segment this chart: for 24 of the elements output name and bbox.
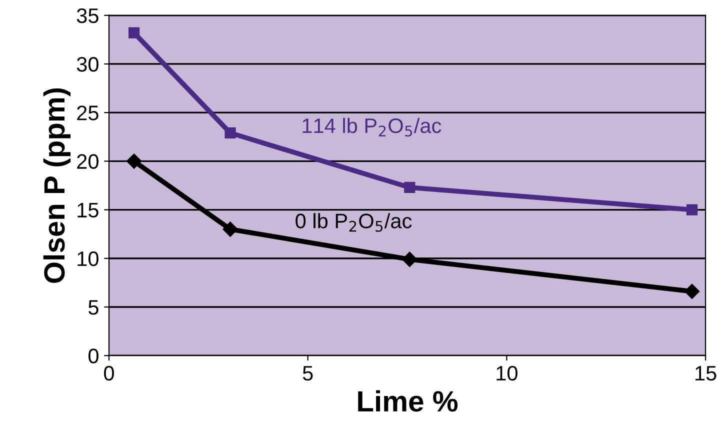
y-tick-label: 25 — [77, 106, 98, 120]
y-axis-title: Olsen P (ppm) — [43, 88, 71, 283]
annotation: 0 lb P$_{2}$O$_{5}$/ac — [296, 213, 412, 232]
point — [224, 127, 236, 139]
x-tick-label: 10 — [496, 366, 518, 381]
y-tick-label: 10 — [78, 251, 98, 266]
point — [126, 154, 142, 169]
point — [684, 284, 700, 300]
y-tick-label: 0 — [88, 348, 98, 364]
point — [128, 27, 140, 38]
point — [404, 182, 416, 193]
x-tick-label: 5 — [302, 366, 313, 381]
point — [222, 222, 238, 237]
annotation: 114 lb P$_{2}$O$_{5}$/ac — [302, 118, 442, 137]
y-tick-label: 15 — [78, 202, 98, 218]
x-tick-label: 15 — [696, 366, 716, 381]
y-tick-label: 30 — [76, 56, 98, 72]
y-tick-label: 20 — [77, 154, 98, 169]
x-tick-label: 0 — [104, 366, 114, 381]
x-axis-title: Lime % — [358, 390, 458, 412]
point — [686, 204, 698, 216]
y-tick-label: 5 — [88, 300, 98, 315]
y-tick-label: 35 — [76, 8, 98, 24]
point — [402, 252, 418, 267]
